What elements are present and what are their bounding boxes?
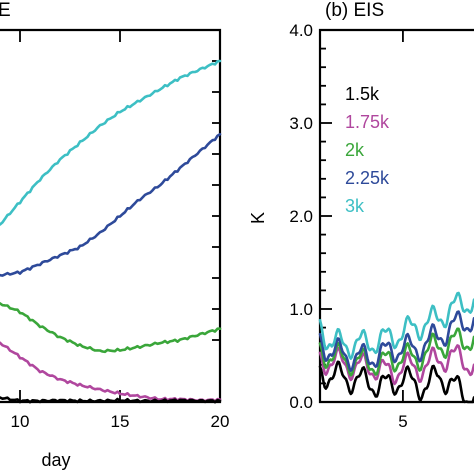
legend-entry-1.5k: 1.5k: [345, 84, 380, 104]
left-ticks: [19, 30, 221, 402]
right-series-line-2.25k: [318, 310, 474, 372]
left-x-tick-labels: 10 15 20: [11, 412, 230, 431]
right-series-line-2k: [318, 327, 474, 377]
right-y-tick-label: 2.0: [289, 207, 313, 226]
right-series-line-3k: [318, 291, 474, 360]
left-series-line-0: [0, 59, 222, 226]
right-y-tick-labels: 0.0 1.0 2.0 3.0 4.0: [289, 21, 313, 412]
left-panel-title: E: [0, 0, 11, 21]
left-x-tick-label: 15: [111, 412, 130, 431]
right-x-tick-labels: 5: [398, 412, 407, 431]
left-series-group: [0, 59, 222, 404]
right-panel-title: (b) EIS: [325, 0, 384, 21]
panel-right: (b) EIS 0.0 1.0 2.0 3.0 4.0 5 K 1.5k 1.75k 2k 2…: [248, 0, 474, 431]
left-x-tick-label: 10: [11, 412, 30, 431]
left-series-line-4: [0, 396, 222, 404]
right-x-tick-label: 5: [398, 412, 407, 431]
left-series-line-1: [0, 133, 222, 277]
left-axes-frame: [0, 28, 222, 404]
left-x-axis-label: day: [41, 450, 70, 470]
right-y-tick-label: 3.0: [289, 114, 313, 133]
right-series-group: [318, 291, 474, 404]
right-legend: 1.5k 1.75k 2k 2.25k 3k: [345, 84, 390, 216]
right-series-line-1.75k: [318, 344, 474, 386]
left-series-line-2: [0, 302, 222, 354]
legend-entry-1.75k: 1.75k: [345, 112, 390, 132]
legend-entry-2.25k: 2.25k: [345, 168, 390, 188]
panel-left: E 10 15 20 day: [0, 0, 229, 470]
right-y-tick-label: 4.0: [289, 21, 313, 40]
left-x-tick-label: 20: [211, 412, 230, 431]
right-series-line-1.5k: [318, 360, 474, 404]
right-y-tick-label: 0.0: [289, 393, 313, 412]
right-y-tick-label: 1.0: [289, 300, 313, 319]
legend-entry-2k: 2k: [345, 140, 365, 160]
right-y-axis-label: K: [248, 212, 268, 224]
legend-entry-3k: 3k: [345, 196, 365, 216]
